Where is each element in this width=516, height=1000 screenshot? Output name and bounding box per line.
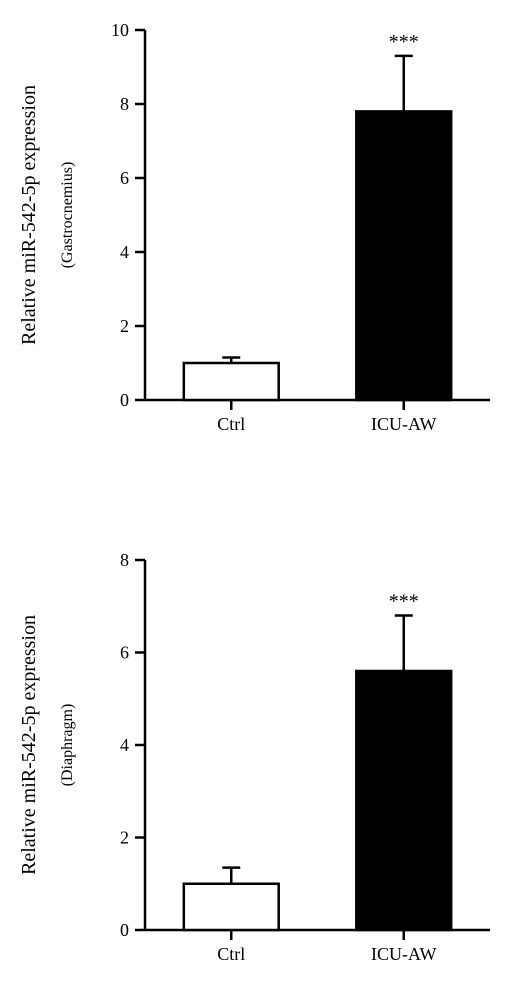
xtick-label: ICU-AW [371,414,437,434]
bar-Ctrl [184,884,279,930]
gastrocnemius-chart: 0 2 4 6 8 10 Ctrl ICU-AW *** Relative miR-542-5p … [0,10,516,450]
diaphragm-chart: 0 2 4 6 8 Ctrl ICU-AW *** Relative miR-542-5p ex… [0,540,516,980]
ytick-label: 4 [120,242,129,262]
significance-marker: *** [389,591,419,613]
ytick-label: 10 [111,20,129,40]
significance-marker: *** [389,31,419,53]
bar-ICU-AW [356,111,451,400]
ytick-label: 8 [120,550,129,570]
ytick-label: 0 [120,920,129,940]
y-axis-label: Relative miR-542-5p expression [18,85,40,345]
y-axis-sublabel: (Gastrocnemius) [59,162,76,269]
ytick-label: 6 [120,168,129,188]
ytick-label: 8 [120,94,129,114]
y-axis-sublabel: (Diaphragm) [59,704,76,787]
ytick-label: 2 [120,316,129,336]
ytick-label: 4 [120,735,129,755]
ytick-label: 2 [120,828,129,848]
bar-ICU-AW [356,671,451,930]
ytick-label: 6 [120,643,129,663]
xtick-label: Ctrl [217,414,245,434]
y-axis-label: Relative miR-542-5p expression [18,615,40,875]
xtick-label: Ctrl [217,944,245,964]
xtick-label: ICU-AW [371,944,437,964]
bar-Ctrl [184,363,279,400]
ytick-label: 0 [120,390,129,410]
